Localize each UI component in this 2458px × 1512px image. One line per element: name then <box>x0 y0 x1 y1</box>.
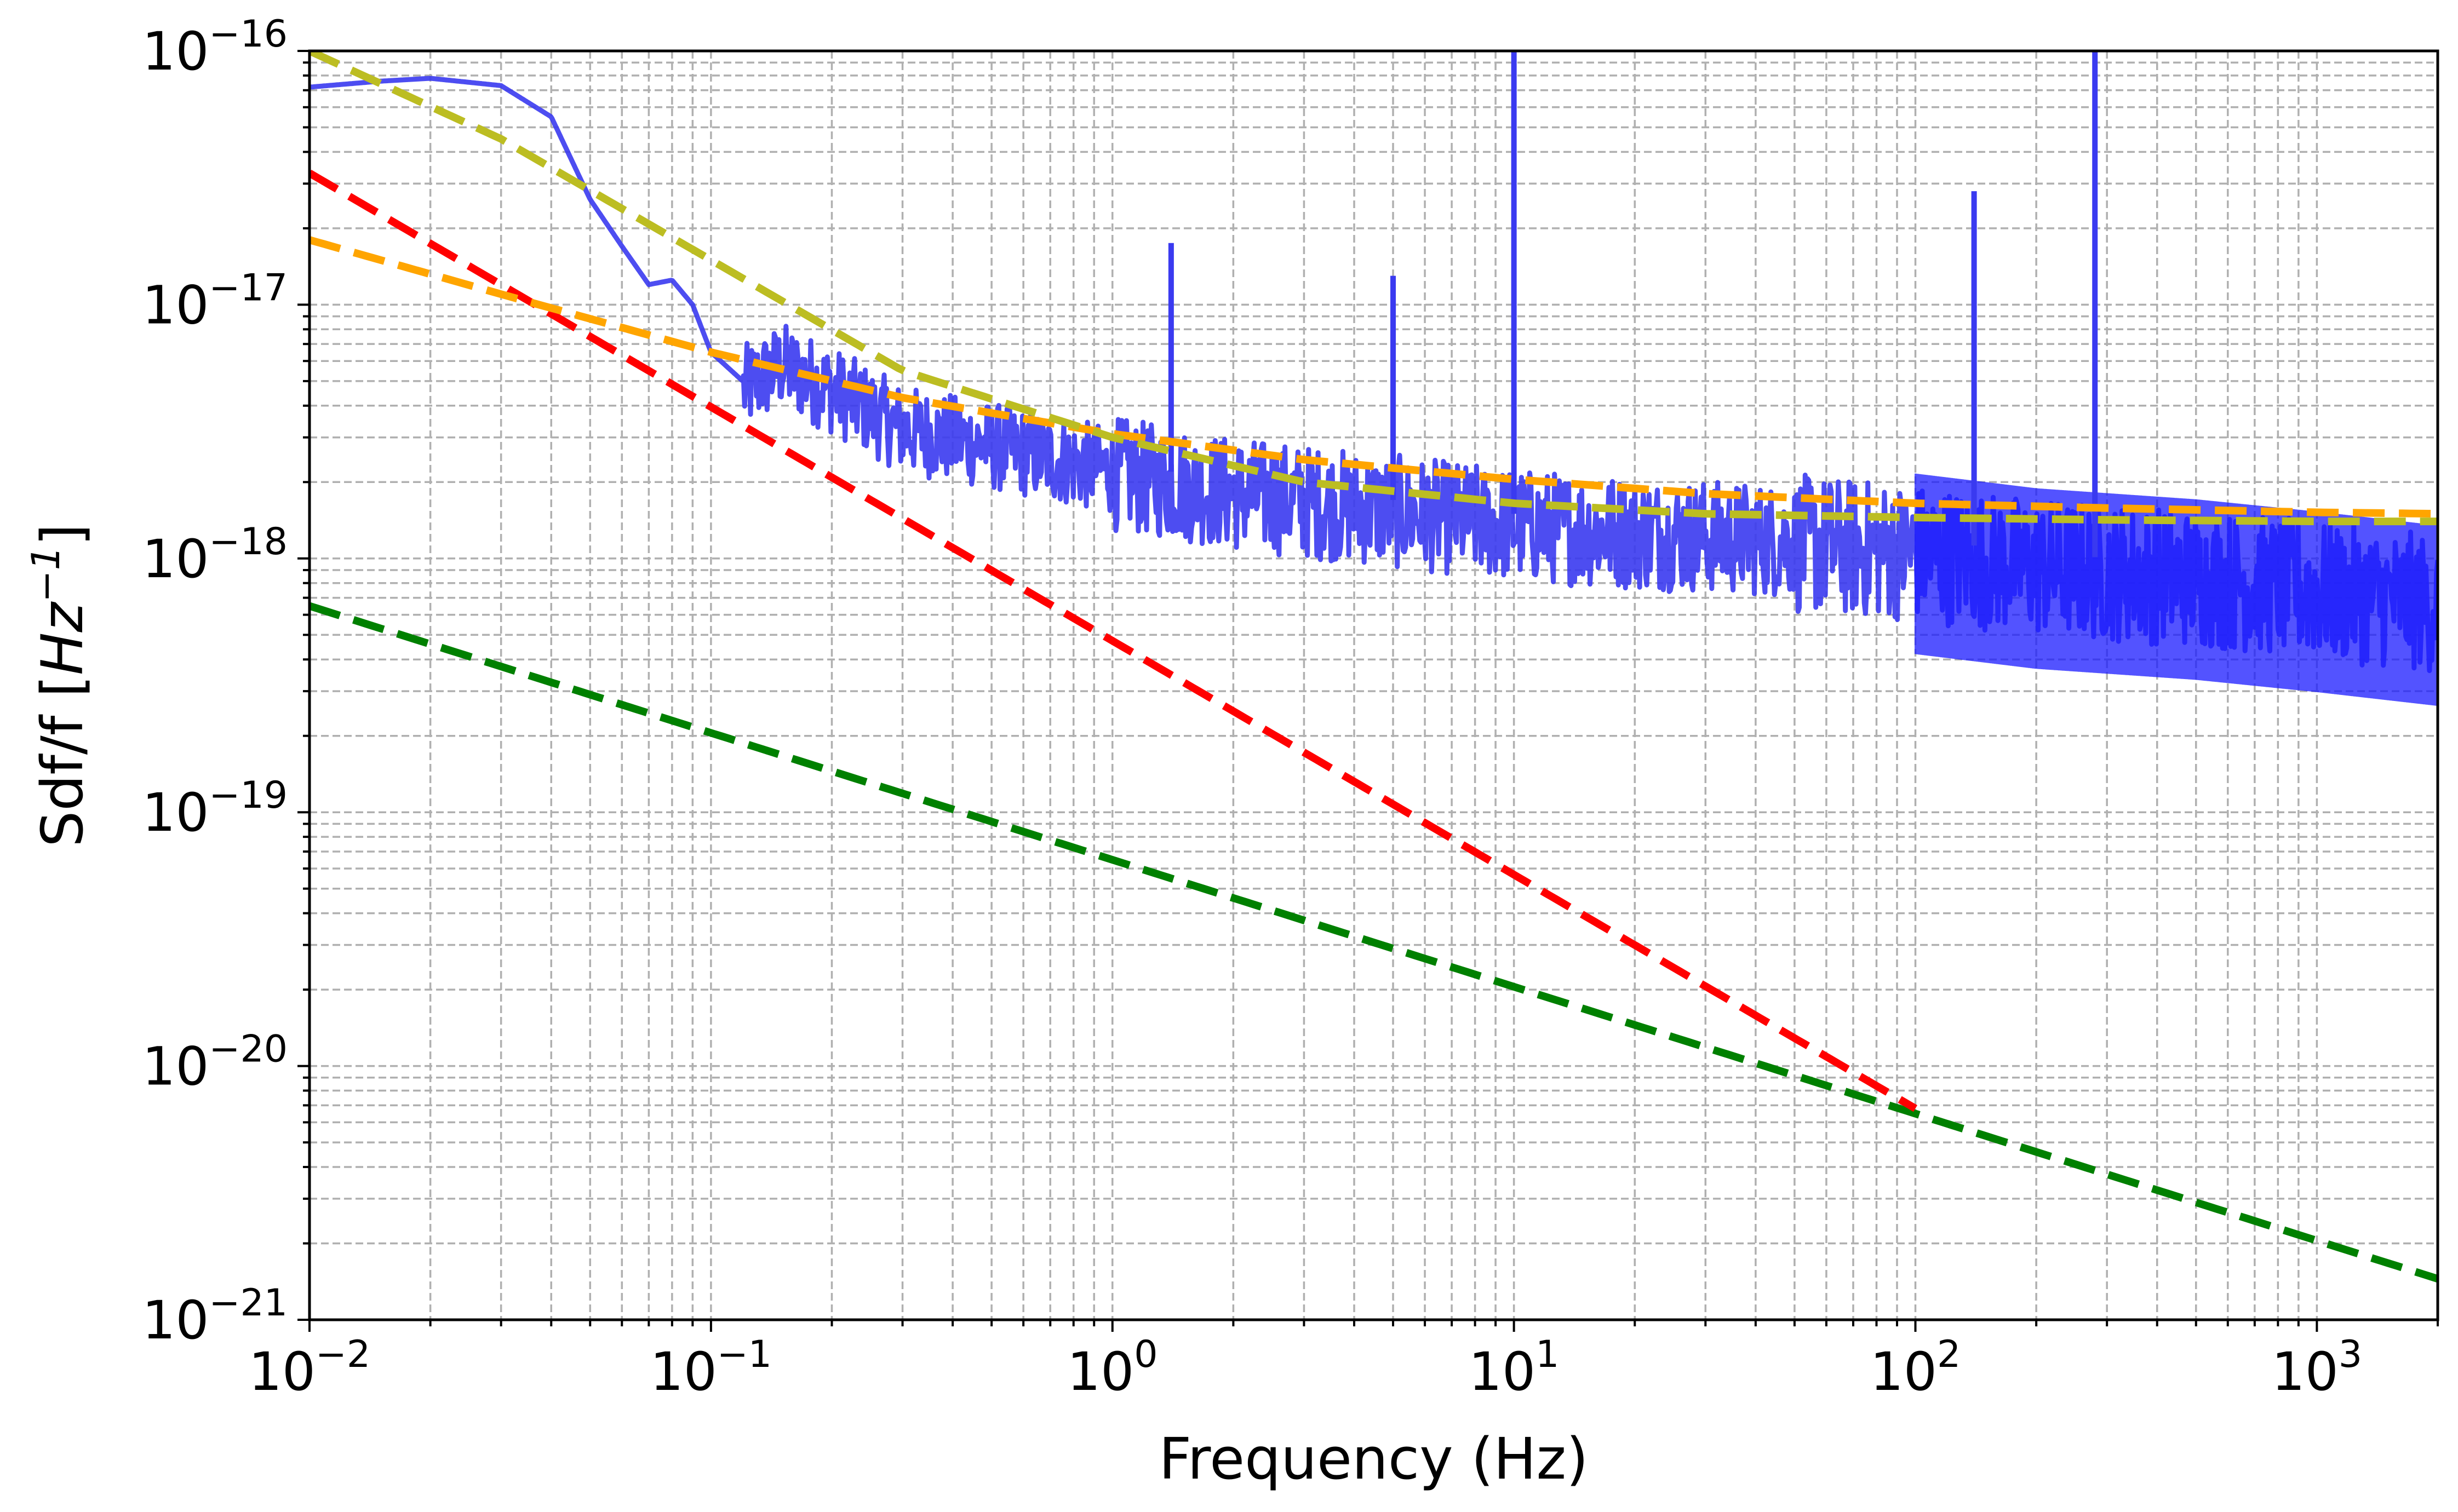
series-line-yellow-green-dashed <box>310 51 2438 526</box>
x-tick-labels: 10−2 10−1 100 101 102 103 <box>249 1333 2362 1402</box>
series-band-measured-highfreq <box>1915 473 2438 706</box>
x-tick-exponent: 2 <box>1937 1333 1961 1376</box>
y-tick-label: 10−19 <box>142 774 288 843</box>
x-tick-base: 10 <box>650 1341 717 1402</box>
y-axis-label-main: Sdf/f [ <box>29 675 96 847</box>
x-tick-base: 10 <box>1067 1341 1134 1402</box>
y-tick-base: 10 <box>142 782 209 843</box>
y-tick-label: 10−17 <box>142 266 288 336</box>
x-tick-base: 10 <box>1469 1341 1535 1402</box>
x-tick-base: 10 <box>1870 1341 1937 1402</box>
y-axis-label-exponent: −1 <box>24 546 68 602</box>
y-tick-base: 10 <box>142 21 209 82</box>
x-tick-label: 10−2 <box>249 1333 370 1402</box>
y-tick-base: 10 <box>142 528 209 590</box>
y-tick-label: 10−20 <box>142 1028 288 1097</box>
x-tick-exponent: 3 <box>2339 1333 2362 1376</box>
x-tick-base: 10 <box>249 1341 316 1402</box>
minor-grid <box>310 51 2439 1320</box>
y-tick-label: 10−18 <box>142 520 288 590</box>
x-tick-label: 100 <box>1067 1333 1158 1402</box>
y-axis-label-unit: Hz <box>29 601 96 675</box>
y-tick-exponent: −20 <box>209 1028 288 1071</box>
y-tick-label: 10−21 <box>142 1281 288 1351</box>
x-tick-base: 10 <box>2272 1341 2339 1402</box>
axis-ticks <box>297 50 2439 1332</box>
series-line-red-dashed <box>310 170 1918 1112</box>
x-tick-exponent: −2 <box>316 1333 370 1376</box>
series-line-orange-dashed <box>310 236 2438 518</box>
y-tick-exponent: −17 <box>209 266 288 309</box>
y-axis-label-close: ] <box>29 524 96 546</box>
x-tick-exponent: 1 <box>1535 1333 1559 1376</box>
x-tick-exponent: −1 <box>717 1333 772 1376</box>
y-tick-exponent: −16 <box>209 13 288 56</box>
y-tick-base: 10 <box>142 274 209 336</box>
x-tick-exponent: 0 <box>1134 1333 1158 1376</box>
x-tick-label: 103 <box>2272 1333 2362 1402</box>
x-tick-label: 101 <box>1469 1333 1559 1402</box>
y-tick-exponent: −18 <box>209 520 288 564</box>
plot-frame <box>308 49 2439 1321</box>
x-axis-label: Frequency (Hz) <box>1159 1425 1588 1492</box>
plot-area <box>310 51 2438 1283</box>
y-tick-base: 10 <box>142 1290 209 1351</box>
x-tick-label: 10−1 <box>650 1333 772 1402</box>
major-grid <box>308 50 2438 1321</box>
series-line-green-dashed <box>310 602 2438 1283</box>
y-tick-base: 10 <box>142 1036 209 1097</box>
y-tick-exponent: −19 <box>209 774 288 817</box>
y-tick-label: 10−16 <box>142 13 288 82</box>
x-tick-label: 102 <box>1870 1333 1961 1402</box>
y-tick-exponent: −21 <box>209 1281 288 1325</box>
y-axis-label: Sdf/f [Hz−1] <box>24 524 96 847</box>
